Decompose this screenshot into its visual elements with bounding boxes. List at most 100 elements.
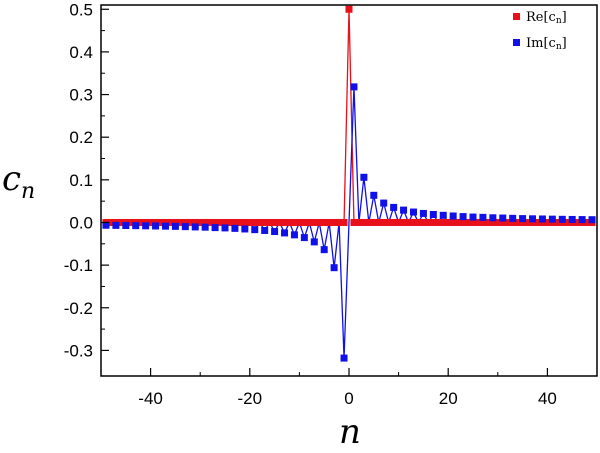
- legend-label-re: Re[cn]: [526, 10, 567, 26]
- data-point-re: [246, 218, 254, 226]
- y-tick-labels: -0.3 -0.2 -0.1 0.0 0.1 0.2 0.3 0.4 0.5: [64, 0, 93, 360]
- legend: Re[cn] Im[cn]: [513, 10, 567, 52]
- data-point-re: [434, 218, 442, 226]
- data-point-re: [390, 218, 398, 226]
- x-tick-label: 40: [538, 389, 557, 408]
- data-point-re: [424, 218, 432, 226]
- data-point-re: [533, 218, 541, 226]
- legend-label-im: Im[cn]: [526, 36, 567, 52]
- data-point-re: [241, 218, 249, 226]
- data-point-re: [285, 218, 293, 226]
- x-tick-labels: -40 -20 0 20 40: [138, 389, 557, 408]
- y-tick-label: 0.0: [69, 213, 93, 232]
- data-point-re: [181, 218, 189, 226]
- data-point-re: [315, 218, 323, 226]
- data-point-im: [171, 222, 179, 230]
- x-tick-label: -20: [238, 389, 263, 408]
- data-point-im: [102, 221, 110, 229]
- data-point-re: [469, 218, 477, 226]
- data-point-im: [439, 211, 447, 219]
- data-point-im: [142, 222, 150, 230]
- y-axis-title-main: c: [2, 159, 21, 199]
- data-point-re: [107, 218, 115, 226]
- x-tick-label: 0: [344, 389, 353, 408]
- data-point-im: [271, 228, 279, 236]
- data-point-re: [563, 218, 571, 226]
- data-point-re: [171, 218, 179, 226]
- data-point-re: [409, 218, 417, 226]
- data-point-re: [360, 218, 368, 226]
- data-point-re: [196, 218, 204, 226]
- data-point-re: [414, 218, 422, 226]
- data-point-im: [300, 234, 308, 242]
- data-point-re: [147, 218, 155, 226]
- data-point-im: [509, 214, 517, 222]
- data-point-im: [459, 213, 467, 221]
- data-point-im: [191, 223, 199, 231]
- data-point-re: [271, 218, 279, 226]
- data-point-re: [405, 218, 413, 226]
- data-point-re: [137, 218, 145, 226]
- data-point-im: [201, 223, 209, 231]
- data-point-re: [191, 218, 199, 226]
- legend-marker-re: [513, 13, 520, 20]
- data-point-re: [251, 218, 259, 226]
- data-point-re: [325, 218, 333, 226]
- data-point-re: [350, 218, 358, 226]
- data-point-re: [504, 218, 512, 226]
- data-point-re: [365, 218, 373, 226]
- data-point-re: [206, 218, 214, 226]
- data-point-im: [489, 214, 497, 222]
- y-tick-label: 0.1: [69, 171, 93, 190]
- data-point-re: [221, 218, 229, 226]
- data-point-im: [261, 226, 269, 234]
- data-point-im: [429, 211, 437, 219]
- data-point-re: [479, 218, 487, 226]
- x-tick-label: -40: [138, 389, 163, 408]
- data-point-im: [251, 226, 259, 234]
- data-point-re: [345, 5, 353, 13]
- data-point-re: [281, 218, 289, 226]
- data-point-re: [489, 218, 497, 226]
- data-point-im: [578, 216, 586, 224]
- data-point-re: [300, 218, 308, 226]
- data-point-re: [395, 218, 403, 226]
- data-point-re: [454, 218, 462, 226]
- y-axis-title: cn: [2, 159, 35, 204]
- data-point-im: [390, 203, 398, 211]
- data-point-im: [152, 222, 160, 230]
- data-point-re: [216, 218, 224, 226]
- data-point-im: [499, 214, 507, 222]
- data-point-re: [186, 218, 194, 226]
- data-point-re: [276, 218, 284, 226]
- data-point-im: [469, 213, 477, 221]
- data-point-re: [161, 218, 169, 226]
- data-point-re: [295, 218, 303, 226]
- data-point-im: [529, 215, 537, 223]
- data-point-re: [211, 218, 219, 226]
- data-point-re: [335, 218, 343, 226]
- data-point-im: [519, 215, 527, 223]
- data-point-re: [573, 218, 581, 226]
- y-tick-label: 0.3: [69, 86, 93, 105]
- data-point-im: [350, 83, 358, 91]
- data-point-im: [409, 208, 417, 216]
- y-tick-label: -0.3: [64, 341, 93, 360]
- data-point-re: [429, 218, 437, 226]
- data-point-im: [211, 224, 219, 232]
- data-point-re: [370, 218, 378, 226]
- data-point-im: [419, 209, 427, 217]
- data-point-re: [464, 218, 472, 226]
- data-point-re: [444, 218, 452, 226]
- data-point-re: [484, 218, 492, 226]
- x-axis-title: n: [339, 412, 361, 452]
- data-point-re: [201, 218, 209, 226]
- data-point-im: [112, 221, 120, 229]
- plot-frame: [100, 4, 598, 377]
- data-point-im: [310, 238, 318, 246]
- data-point-re: [310, 218, 318, 226]
- data-point-re: [375, 218, 383, 226]
- data-point-im: [558, 215, 566, 223]
- data-point-re: [494, 218, 502, 226]
